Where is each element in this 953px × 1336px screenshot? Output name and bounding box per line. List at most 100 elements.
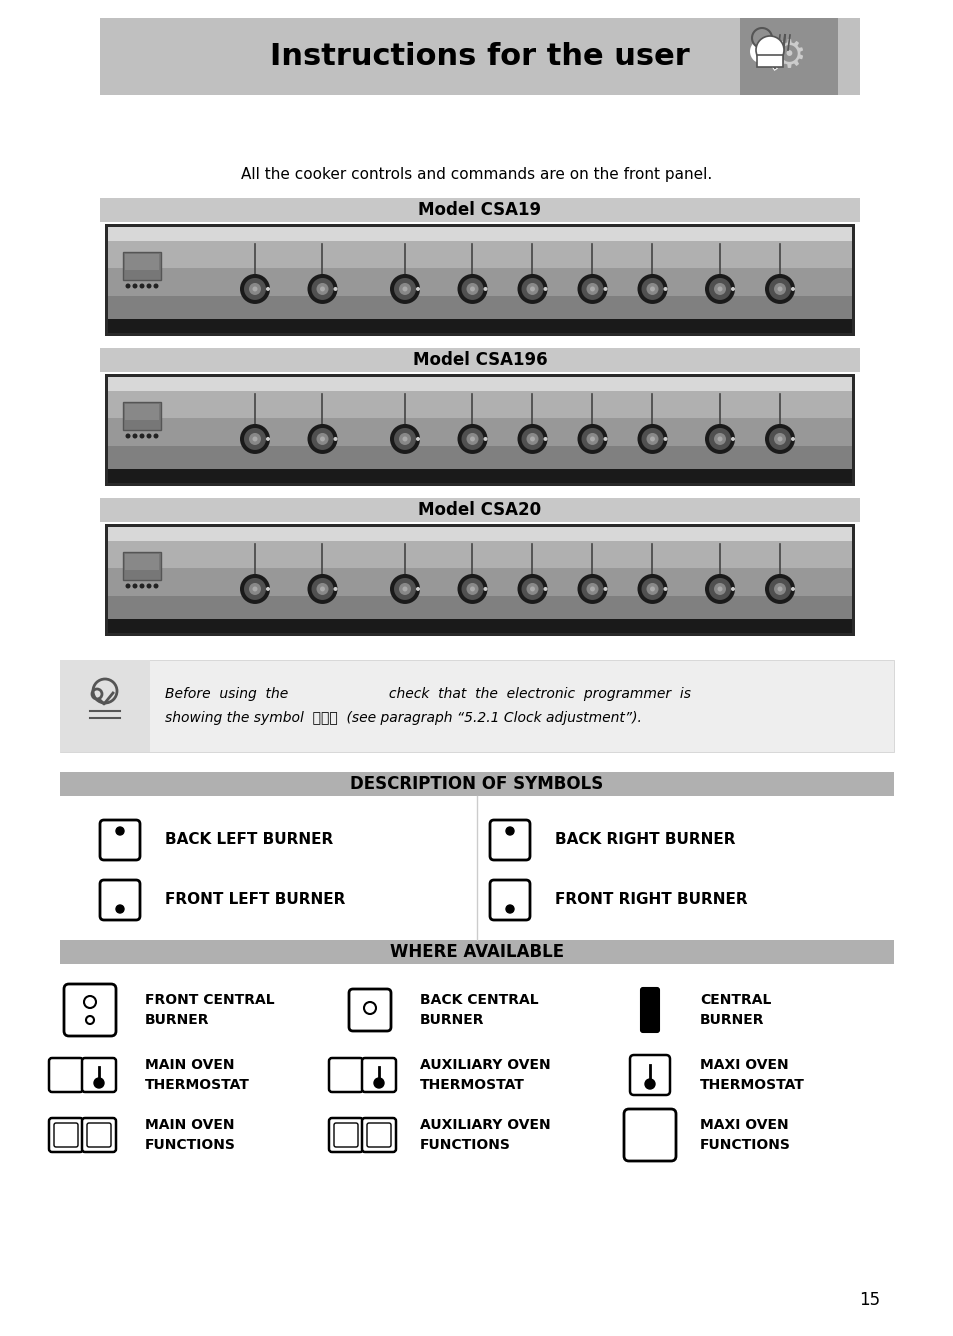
FancyBboxPatch shape (108, 619, 851, 633)
Circle shape (132, 433, 137, 438)
Circle shape (416, 587, 419, 591)
Circle shape (505, 904, 514, 912)
Circle shape (603, 587, 607, 591)
Circle shape (646, 433, 658, 445)
Circle shape (312, 428, 334, 450)
FancyBboxPatch shape (329, 1058, 363, 1092)
Text: CENTRAL: CENTRAL (700, 993, 771, 1007)
Circle shape (773, 582, 785, 595)
FancyBboxPatch shape (108, 227, 851, 240)
Circle shape (461, 578, 483, 600)
Circle shape (708, 278, 730, 301)
Text: BURNER: BURNER (700, 1013, 763, 1027)
FancyBboxPatch shape (82, 1058, 116, 1092)
Circle shape (764, 424, 794, 454)
FancyBboxPatch shape (64, 985, 116, 1035)
FancyBboxPatch shape (105, 374, 854, 486)
Circle shape (543, 437, 547, 441)
Circle shape (402, 587, 407, 592)
FancyBboxPatch shape (60, 660, 893, 752)
Text: THERMOSTAT: THERMOSTAT (700, 1078, 804, 1092)
FancyBboxPatch shape (54, 1124, 78, 1148)
Circle shape (374, 1078, 384, 1088)
Circle shape (139, 433, 144, 438)
Text: BACK LEFT BURNER: BACK LEFT BURNER (165, 832, 333, 847)
Circle shape (147, 283, 152, 289)
FancyBboxPatch shape (757, 55, 782, 67)
Circle shape (649, 587, 655, 592)
Circle shape (240, 424, 270, 454)
Circle shape (581, 278, 603, 301)
Circle shape (517, 424, 547, 454)
Circle shape (646, 283, 658, 295)
Text: BURNER: BURNER (419, 1013, 484, 1027)
FancyBboxPatch shape (100, 498, 859, 522)
Circle shape (581, 578, 603, 600)
FancyBboxPatch shape (60, 772, 893, 796)
Circle shape (646, 582, 658, 595)
FancyBboxPatch shape (49, 1118, 83, 1152)
Circle shape (586, 582, 598, 595)
FancyBboxPatch shape (108, 295, 851, 319)
Circle shape (86, 1015, 94, 1023)
Text: Model CSA19: Model CSA19 (418, 200, 541, 219)
Circle shape (717, 437, 721, 441)
Circle shape (543, 287, 547, 291)
Circle shape (116, 827, 124, 835)
Circle shape (773, 283, 785, 295)
Circle shape (505, 827, 514, 835)
Circle shape (253, 587, 257, 592)
Text: AUXILIARY OVEN: AUXILIARY OVEN (419, 1058, 550, 1071)
Circle shape (244, 278, 266, 301)
Circle shape (240, 574, 270, 604)
Circle shape (461, 278, 483, 301)
Text: DESCRIPTION OF SYMBOLS: DESCRIPTION OF SYMBOLS (350, 775, 603, 794)
FancyBboxPatch shape (367, 1124, 391, 1148)
Circle shape (147, 433, 152, 438)
Circle shape (249, 283, 261, 295)
Circle shape (764, 574, 794, 604)
Circle shape (244, 428, 266, 450)
FancyBboxPatch shape (100, 820, 140, 860)
FancyBboxPatch shape (105, 524, 854, 636)
Circle shape (517, 574, 547, 604)
FancyBboxPatch shape (60, 941, 893, 965)
Circle shape (390, 274, 419, 305)
Circle shape (589, 437, 595, 441)
Circle shape (253, 286, 257, 291)
Circle shape (649, 286, 655, 291)
Circle shape (126, 283, 131, 289)
Circle shape (126, 584, 131, 588)
FancyBboxPatch shape (49, 1058, 83, 1092)
FancyBboxPatch shape (623, 1109, 676, 1161)
Circle shape (704, 274, 734, 305)
Text: ⚙: ⚙ (771, 37, 805, 76)
Circle shape (577, 424, 607, 454)
Circle shape (316, 582, 328, 595)
Circle shape (334, 587, 337, 591)
Circle shape (461, 428, 483, 450)
Circle shape (319, 587, 325, 592)
Text: MAXI OVEN: MAXI OVEN (700, 1058, 788, 1071)
Circle shape (730, 437, 734, 441)
Circle shape (581, 428, 603, 450)
Circle shape (457, 274, 487, 305)
Circle shape (153, 584, 158, 588)
Text: Instructions for the user: Instructions for the user (270, 41, 689, 71)
Circle shape (589, 286, 595, 291)
Text: Model CSA20: Model CSA20 (418, 501, 541, 518)
Circle shape (751, 28, 771, 48)
Circle shape (319, 286, 325, 291)
Circle shape (640, 578, 662, 600)
FancyBboxPatch shape (490, 820, 530, 860)
Text: AUXILIARY OVEN: AUXILIARY OVEN (419, 1118, 550, 1132)
Circle shape (730, 287, 734, 291)
Circle shape (708, 578, 730, 600)
FancyBboxPatch shape (629, 1055, 669, 1096)
Circle shape (390, 574, 419, 604)
Circle shape (132, 584, 137, 588)
Text: MAIN OVEN: MAIN OVEN (145, 1058, 234, 1071)
FancyBboxPatch shape (105, 224, 854, 335)
FancyBboxPatch shape (490, 880, 530, 921)
Circle shape (307, 424, 337, 454)
